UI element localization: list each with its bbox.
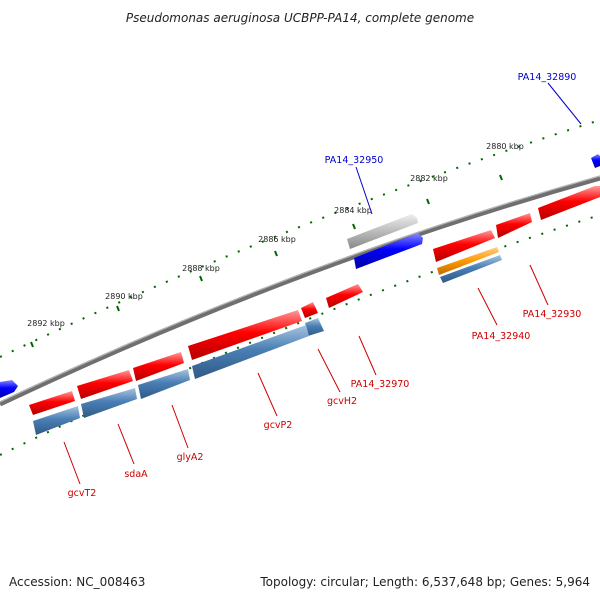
feature-glya2-steel[interactable]: [138, 369, 190, 399]
feature-glya2-red[interactable]: [133, 352, 184, 381]
ruler-tick-2880: 2880 kbp: [486, 142, 524, 151]
feature-pa14-32890[interactable]: [591, 154, 600, 168]
feature-gcvp2-steel[interactable]: [192, 325, 309, 379]
feature-pa14-32930[interactable]: [496, 213, 532, 238]
feature-gcvh2-steel[interactable]: [305, 318, 324, 336]
feature-sdaa-red[interactable]: [77, 370, 133, 399]
topology-text: Topology: circular; Length: 6,537,648 bp…: [259, 575, 590, 589]
feature-pa14-32950[interactable]: [354, 233, 423, 269]
ruler-tick-2888: 2888 kbp: [182, 264, 220, 273]
feature-left-blue[interactable]: [0, 380, 18, 398]
feature-pa14-32940-orange[interactable]: [437, 247, 499, 275]
map-title: Pseudomonas aeruginosa UCBPP-PA14, compl…: [126, 11, 474, 25]
ruler-tick-2890: 2890 kbp: [105, 292, 143, 301]
feature-pa14-32970[interactable]: [326, 284, 363, 308]
label-pa14-32950[interactable]: PA14_32950: [325, 155, 384, 166]
ruler-tick-2882: 2882 kbp: [410, 174, 448, 183]
label-pa14-32890[interactable]: PA14_32890: [518, 72, 577, 83]
label-sdaa[interactable]: sdaA: [124, 469, 148, 480]
label-gcvh2[interactable]: gcvH2: [327, 396, 357, 407]
label-pa14-32970[interactable]: PA14_32970: [351, 379, 410, 390]
feature-pa14-32940-steel[interactable]: [440, 255, 502, 283]
ruler-tick-2892: 2892 kbp: [27, 319, 65, 328]
label-glya2[interactable]: glyA2: [177, 452, 204, 463]
ruler-tick-2886: 2886 kbp: [258, 235, 296, 244]
genome-backbone: [0, 175, 600, 407]
label-pa14-32930[interactable]: PA14_32930: [523, 309, 582, 320]
feature-right-red-1[interactable]: [538, 186, 600, 220]
feature-gcvh2-red[interactable]: [301, 302, 318, 318]
feature-gcvt2-red[interactable]: [29, 391, 75, 415]
label-gcvt2[interactable]: gcvT2: [68, 488, 97, 499]
feature-pa14-32940-red[interactable]: [433, 230, 495, 262]
feature-gcvt2-steel[interactable]: [33, 406, 80, 435]
label-pa14-32940[interactable]: PA14_32940: [472, 331, 531, 342]
label-gcvp2[interactable]: gcvP2: [264, 420, 293, 431]
ruler-tick-2884: 2884 kbp: [334, 206, 372, 215]
accession-text: Accession: NC_008463: [9, 575, 145, 589]
feature-sdaa-steel[interactable]: [81, 388, 137, 418]
ruler-major-ticks: [30, 174, 503, 348]
feature-pa14-32950-gray[interactable]: [347, 214, 418, 249]
label-leaders: [63, 82, 582, 485]
feature-gcvp2-red[interactable]: [188, 310, 302, 360]
